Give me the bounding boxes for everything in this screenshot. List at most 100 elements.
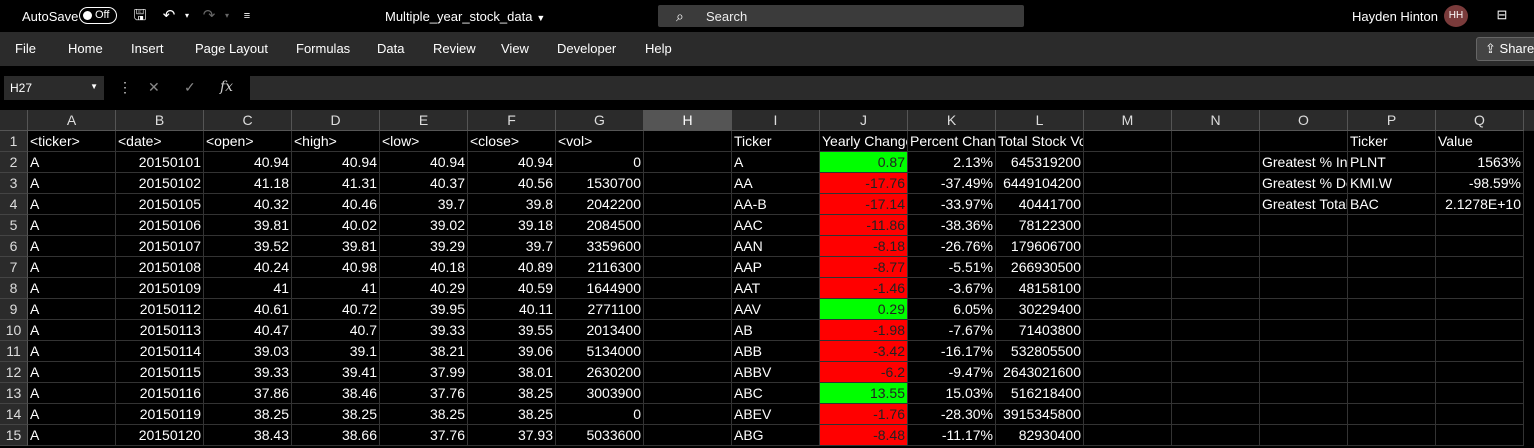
redo-icon[interactable]: ↷ — [202, 7, 216, 24]
ribbon-display-options-icon[interactable]: ⊟ — [1496, 7, 1508, 22]
cell-b13[interactable]: 20150116 — [116, 383, 204, 404]
cell-p7[interactable] — [1348, 257, 1436, 278]
cell-f7[interactable]: 40.89 — [468, 257, 556, 278]
row-header-1[interactable]: 1 — [0, 131, 28, 152]
cell-k4[interactable]: -33.97% — [908, 194, 996, 215]
cell-k15[interactable]: -11.17% — [908, 425, 996, 446]
column-header-d[interactable]: D — [292, 110, 380, 131]
cell-i9[interactable]: AAV — [732, 299, 820, 320]
cell-m10[interactable] — [1084, 320, 1172, 341]
cell-l9[interactable]: 30229400 — [996, 299, 1084, 320]
user-name[interactable]: Hayden Hinton — [1352, 9, 1438, 24]
cell-m5[interactable] — [1084, 215, 1172, 236]
cell-j2[interactable]: 0.87 — [820, 152, 908, 173]
document-title[interactable]: Multiple_year_stock_data ▼ — [385, 9, 545, 24]
cell-f4[interactable]: 39.8 — [468, 194, 556, 215]
cell-n15[interactable] — [1172, 425, 1260, 446]
cell-e10[interactable]: 39.33 — [380, 320, 468, 341]
cell-i2[interactable]: A — [732, 152, 820, 173]
cell-a10[interactable]: A — [28, 320, 116, 341]
cell-k11[interactable]: -16.17% — [908, 341, 996, 362]
cell-o8[interactable] — [1260, 278, 1348, 299]
cell-p6[interactable] — [1348, 236, 1436, 257]
cell-h8[interactable] — [644, 278, 732, 299]
cell-o2[interactable]: Greatest % Increase — [1260, 152, 1348, 173]
name-box[interactable]: H27 ▼ — [4, 76, 104, 100]
cell-j12[interactable]: -6.2 — [820, 362, 908, 383]
cell-l10[interactable]: 71403800 — [996, 320, 1084, 341]
cell-q2[interactable]: 1563% — [1436, 152, 1524, 173]
cell-k1[interactable]: Percent Change — [908, 131, 996, 152]
cell-l5[interactable]: 78122300 — [996, 215, 1084, 236]
tab-home[interactable]: Home — [68, 41, 103, 56]
cell-i11[interactable]: ABB — [732, 341, 820, 362]
cell-j7[interactable]: -8.77 — [820, 257, 908, 278]
share-button[interactable]: ⇪ Share — [1476, 37, 1534, 61]
cell-h10[interactable] — [644, 320, 732, 341]
cell-l6[interactable]: 179606700 — [996, 236, 1084, 257]
cell-e12[interactable]: 37.99 — [380, 362, 468, 383]
cell-b15[interactable]: 20150120 — [116, 425, 204, 446]
cell-n11[interactable] — [1172, 341, 1260, 362]
cell-i10[interactable]: AB — [732, 320, 820, 341]
avatar[interactable]: HH — [1444, 5, 1468, 27]
cell-d11[interactable]: 39.1 — [292, 341, 380, 362]
cell-g1[interactable]: <vol> — [556, 131, 644, 152]
cell-m2[interactable] — [1084, 152, 1172, 173]
cell-j9[interactable]: 0.29 — [820, 299, 908, 320]
cell-j14[interactable]: -1.76 — [820, 404, 908, 425]
column-header-j[interactable]: J — [820, 110, 908, 131]
cell-h13[interactable] — [644, 383, 732, 404]
cell-f2[interactable]: 40.94 — [468, 152, 556, 173]
cell-p12[interactable] — [1348, 362, 1436, 383]
cell-d12[interactable]: 39.41 — [292, 362, 380, 383]
cell-q14[interactable] — [1436, 404, 1524, 425]
cell-l12[interactable]: 2643021600 — [996, 362, 1084, 383]
row-header-4[interactable]: 4 — [0, 194, 28, 215]
cell-g15[interactable]: 5033600 — [556, 425, 644, 446]
cell-l14[interactable]: 3915345800 — [996, 404, 1084, 425]
cell-h7[interactable] — [644, 257, 732, 278]
cell-g11[interactable]: 5134000 — [556, 341, 644, 362]
row-header-14[interactable]: 14 — [0, 404, 28, 425]
cell-b14[interactable]: 20150119 — [116, 404, 204, 425]
cell-m3[interactable] — [1084, 173, 1172, 194]
cell-h12[interactable] — [644, 362, 732, 383]
row-header-10[interactable]: 10 — [0, 320, 28, 341]
insert-function-icon[interactable]: fx — [220, 79, 234, 95]
cell-d7[interactable]: 40.98 — [292, 257, 380, 278]
tab-help[interactable]: Help — [645, 41, 672, 56]
cell-q11[interactable] — [1436, 341, 1524, 362]
cell-l8[interactable]: 48158100 — [996, 278, 1084, 299]
cell-j1[interactable]: Yearly Change — [820, 131, 908, 152]
cell-h5[interactable] — [644, 215, 732, 236]
cell-k9[interactable]: 6.05% — [908, 299, 996, 320]
enter-icon[interactable]: ✓ — [184, 79, 196, 95]
cell-c7[interactable]: 40.24 — [204, 257, 292, 278]
cell-m11[interactable] — [1084, 341, 1172, 362]
undo-dropdown-icon[interactable]: ▾ — [184, 11, 189, 20]
search-input[interactable]: ⌕ Search — [658, 5, 1024, 27]
column-header-c[interactable]: C — [204, 110, 292, 131]
cell-f10[interactable]: 39.55 — [468, 320, 556, 341]
cell-o9[interactable] — [1260, 299, 1348, 320]
row-header-11[interactable]: 11 — [0, 341, 28, 362]
cell-o12[interactable] — [1260, 362, 1348, 383]
cell-j6[interactable]: -8.18 — [820, 236, 908, 257]
cell-b2[interactable]: 20150101 — [116, 152, 204, 173]
cell-d1[interactable]: <high> — [292, 131, 380, 152]
cell-i1[interactable]: Ticker — [732, 131, 820, 152]
cell-l2[interactable]: 645319200 — [996, 152, 1084, 173]
cell-l7[interactable]: 266930500 — [996, 257, 1084, 278]
cell-n10[interactable] — [1172, 320, 1260, 341]
cell-f12[interactable]: 38.01 — [468, 362, 556, 383]
cell-p11[interactable] — [1348, 341, 1436, 362]
tab-developer[interactable]: Developer — [557, 41, 617, 56]
cell-k3[interactable]: -37.49% — [908, 173, 996, 194]
cell-l13[interactable]: 516218400 — [996, 383, 1084, 404]
cell-n8[interactable] — [1172, 278, 1260, 299]
cell-e5[interactable]: 39.02 — [380, 215, 468, 236]
cell-c15[interactable]: 38.43 — [204, 425, 292, 446]
cell-e8[interactable]: 40.29 — [380, 278, 468, 299]
cell-q15[interactable] — [1436, 425, 1524, 446]
